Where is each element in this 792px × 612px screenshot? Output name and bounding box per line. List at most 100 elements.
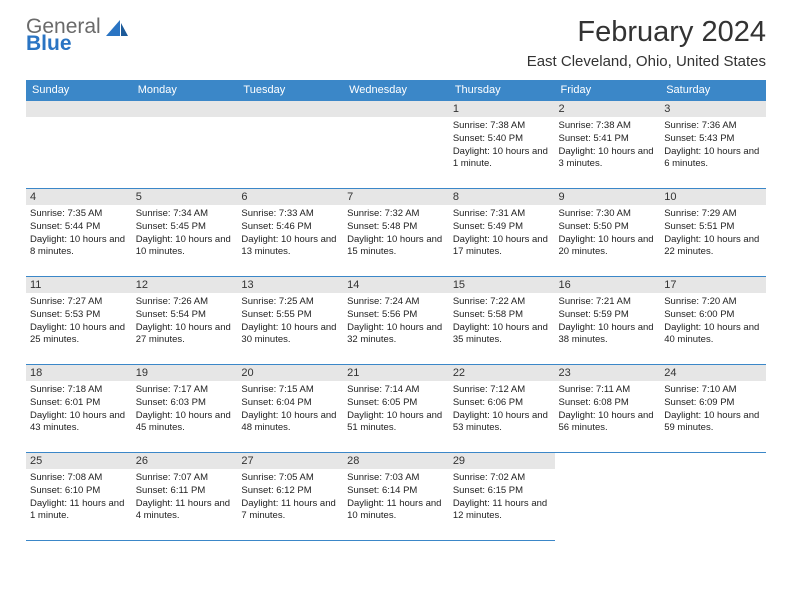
day-details: Sunrise: 7:38 AMSunset: 5:41 PMDaylight:… [559, 120, 657, 171]
sunset-text: Sunset: 6:12 PM [241, 485, 339, 498]
daylight-text: Daylight: 10 hours and 27 minutes. [136, 322, 234, 348]
day-cell: 12Sunrise: 7:26 AMSunset: 5:54 PMDayligh… [132, 277, 238, 365]
weekday-header: Tuesday [237, 80, 343, 101]
day-details: Sunrise: 7:05 AMSunset: 6:12 PMDaylight:… [241, 472, 339, 523]
day-number: 20 [237, 365, 343, 381]
sunset-text: Sunset: 5:40 PM [453, 133, 551, 146]
sunrise-text: Sunrise: 7:38 AM [559, 120, 657, 133]
daylight-text: Daylight: 10 hours and 6 minutes. [664, 146, 762, 172]
day-number: 7 [343, 189, 449, 205]
day-number: 29 [449, 453, 555, 469]
day-number: 10 [660, 189, 766, 205]
day-cell: 20 Sunrise: 7:15 AMSunset: 6:04 PMDayligh… [237, 365, 343, 453]
day-cell: 13 Sunrise: 7:25 AMSunset: 5:55 PMDayligh… [237, 277, 343, 365]
sunset-text: Sunset: 5:41 PM [559, 133, 657, 146]
sunset-text: Sunset: 5:48 PM [347, 221, 445, 234]
sunrise-text: Sunrise: 7:14 AM [347, 384, 445, 397]
sunset-text: Sunset: 5:50 PM [559, 221, 657, 234]
day-number [343, 101, 449, 117]
day-cell [660, 453, 766, 541]
day-number: 2 [555, 101, 661, 117]
day-number: 13 [237, 277, 343, 293]
day-cell: 16Sunrise: 7:21 AMSunset: 5:59 PMDayligh… [555, 277, 661, 365]
day-number: 15 [449, 277, 555, 293]
day-details: Sunrise: 7:11 AMSunset: 6:08 PMDaylight:… [559, 384, 657, 435]
weekday-header: Saturday [660, 80, 766, 101]
sunrise-text: Sunrise: 7:20 AM [664, 296, 762, 309]
sunset-text: Sunset: 6:08 PM [559, 397, 657, 410]
day-details: Sunrise: 7:32 AMSunset: 5:48 PMDaylight:… [347, 208, 445, 259]
sunrise-text: Sunrise: 7:12 AM [453, 384, 551, 397]
day-number: 1 [449, 101, 555, 117]
sunset-text: Sunset: 6:14 PM [347, 485, 445, 498]
sunset-text: Sunset: 5:51 PM [664, 221, 762, 234]
sunrise-text: Sunrise: 7:29 AM [664, 208, 762, 221]
week-row: 18Sunrise: 7:18 AMSunset: 6:01 PMDayligh… [26, 365, 766, 453]
day-cell: 24Sunrise: 7:10 AMSunset: 6:09 PMDayligh… [660, 365, 766, 453]
day-cell: 14Sunrise: 7:24 AMSunset: 5:56 PMDayligh… [343, 277, 449, 365]
weekday-header-row: Sunday Monday Tuesday Wednesday Thursday… [26, 80, 766, 101]
daylight-text: Daylight: 10 hours and 53 minutes. [453, 410, 551, 436]
sunset-text: Sunset: 6:00 PM [664, 309, 762, 322]
page-header: General Blue February 2024 East Clevelan… [26, 18, 766, 70]
daylight-text: Daylight: 10 hours and 59 minutes. [664, 410, 762, 436]
sunrise-text: Sunrise: 7:31 AM [453, 208, 551, 221]
sunset-text: Sunset: 6:15 PM [453, 485, 551, 498]
day-number: 5 [132, 189, 238, 205]
sunset-text: Sunset: 5:43 PM [664, 133, 762, 146]
month-title: February 2024 [527, 18, 766, 47]
sunrise-text: Sunrise: 7:05 AM [241, 472, 339, 485]
day-number: 4 [26, 189, 132, 205]
day-details: Sunrise: 7:22 AMSunset: 5:58 PMDaylight:… [453, 296, 551, 347]
daylight-text: Daylight: 10 hours and 43 minutes. [30, 410, 128, 436]
sunset-text: Sunset: 5:49 PM [453, 221, 551, 234]
sunset-text: Sunset: 6:10 PM [30, 485, 128, 498]
daylight-text: Daylight: 10 hours and 30 minutes. [241, 322, 339, 348]
sunset-text: Sunset: 5:58 PM [453, 309, 551, 322]
day-cell: 18Sunrise: 7:18 AMSunset: 6:01 PMDayligh… [26, 365, 132, 453]
day-details: Sunrise: 7:15 AMSunset: 6:04 PMDaylight:… [241, 384, 339, 435]
sunrise-text: Sunrise: 7:03 AM [347, 472, 445, 485]
day-details: Sunrise: 7:27 AMSunset: 5:53 PMDaylight:… [30, 296, 128, 347]
day-number: 22 [449, 365, 555, 381]
sunrise-text: Sunrise: 7:21 AM [559, 296, 657, 309]
day-number: 17 [660, 277, 766, 293]
sunrise-text: Sunrise: 7:34 AM [136, 208, 234, 221]
sunrise-text: Sunrise: 7:25 AM [241, 296, 339, 309]
day-number: 26 [132, 453, 238, 469]
day-details: Sunrise: 7:34 AMSunset: 5:45 PMDaylight:… [136, 208, 234, 259]
day-details: Sunrise: 7:25 AMSunset: 5:55 PMDaylight:… [241, 296, 339, 347]
daylight-text: Daylight: 10 hours and 56 minutes. [559, 410, 657, 436]
location-text: East Cleveland, Ohio, United States [527, 53, 766, 70]
daylight-text: Daylight: 11 hours and 1 minute. [30, 498, 128, 524]
day-number: 9 [555, 189, 661, 205]
day-details: Sunrise: 7:10 AMSunset: 6:09 PMDaylight:… [664, 384, 762, 435]
calendar-table: Sunday Monday Tuesday Wednesday Thursday… [26, 80, 766, 541]
daylight-text: Daylight: 10 hours and 17 minutes. [453, 234, 551, 260]
day-number: 11 [26, 277, 132, 293]
day-number [26, 101, 132, 117]
sail-icon [106, 18, 130, 41]
day-cell [555, 453, 661, 541]
day-number: 18 [26, 365, 132, 381]
sunset-text: Sunset: 5:59 PM [559, 309, 657, 322]
sunrise-text: Sunrise: 7:15 AM [241, 384, 339, 397]
day-number [237, 101, 343, 117]
day-details: Sunrise: 7:35 AMSunset: 5:44 PMDaylight:… [30, 208, 128, 259]
day-details: Sunrise: 7:31 AMSunset: 5:49 PMDaylight:… [453, 208, 551, 259]
week-row: 11 Sunrise: 7:27 AMSunset: 5:53 PMDayligh… [26, 277, 766, 365]
day-cell: 8Sunrise: 7:31 AMSunset: 5:49 PMDaylight… [449, 189, 555, 277]
day-details: Sunrise: 7:14 AMSunset: 6:05 PMDaylight:… [347, 384, 445, 435]
day-details: Sunrise: 7:02 AMSunset: 6:15 PMDaylight:… [453, 472, 551, 523]
day-number: 27 [237, 453, 343, 469]
day-cell: 6Sunrise: 7:33 AMSunset: 5:46 PMDaylight… [237, 189, 343, 277]
day-cell: 1Sunrise: 7:38 AMSunset: 5:40 PMDaylight… [449, 101, 555, 189]
day-number: 6 [237, 189, 343, 205]
sunset-text: Sunset: 5:45 PM [136, 221, 234, 234]
daylight-text: Daylight: 10 hours and 32 minutes. [347, 322, 445, 348]
day-cell: 5 Sunrise: 7:34 AMSunset: 5:45 PMDaylight… [132, 189, 238, 277]
daylight-text: Daylight: 10 hours and 45 minutes. [136, 410, 234, 436]
day-cell: 17Sunrise: 7:20 AMSunset: 6:00 PMDayligh… [660, 277, 766, 365]
daylight-text: Daylight: 11 hours and 12 minutes. [453, 498, 551, 524]
day-details: Sunrise: 7:07 AMSunset: 6:11 PMDaylight:… [136, 472, 234, 523]
